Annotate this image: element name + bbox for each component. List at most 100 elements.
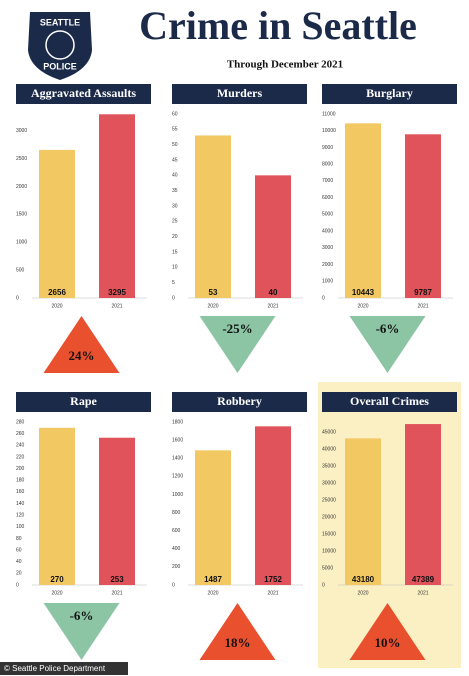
y-tick-label: 3000 [16,128,27,134]
change-label: -6% [70,608,94,623]
bar-value-label: 40 [269,288,278,297]
y-tick-label: 3000 [322,245,333,251]
x-tick-label: 2021 [111,303,122,309]
bar-value-label: 3295 [108,288,126,297]
y-tick-label: 4000 [322,228,333,234]
y-tick-label: 200 [16,466,25,472]
y-tick-label: 0 [322,295,325,301]
x-tick-label: 2020 [207,303,218,309]
x-tick-label: 2021 [267,303,278,309]
title-bar [172,84,307,104]
y-tick-label: 30000 [322,480,336,486]
y-tick-label: 120 [16,512,25,518]
page-subtitle: Through December 2021 [227,59,343,71]
chart-title: Rape [70,394,97,408]
bar-value-label: 53 [209,288,218,297]
y-tick-label: 220 [16,454,25,460]
y-tick-label: 80 [16,536,22,542]
bar-value-label: 2656 [48,288,66,297]
credit-bar [0,662,128,675]
change-label: 10% [375,635,401,650]
bar [195,135,231,298]
y-tick-label: 60 [16,547,22,553]
y-tick-label: 260 [16,431,25,437]
y-tick-label: 45 [172,157,178,163]
y-tick-label: 10000 [322,128,336,134]
y-tick-label: 1000 [322,279,333,285]
x-tick-label: 2020 [207,590,218,596]
bar-value-label: 9787 [414,288,432,297]
change-label: -6% [376,321,400,336]
y-tick-label: 1000 [172,492,183,498]
y-tick-label: 400 [172,546,181,552]
y-tick-label: 35000 [322,463,336,469]
y-tick-label: 0 [172,582,175,588]
bar [195,450,231,585]
y-tick-label: 800 [172,510,181,516]
change-triangle [199,603,276,660]
y-tick-label: 35 [172,188,178,194]
y-tick-label: 45000 [322,430,336,436]
y-tick-label: 40 [172,173,178,179]
y-tick-label: 0 [172,295,175,301]
chart-title: Murders [217,86,263,100]
y-tick-label: 160 [16,489,25,495]
y-tick-label: 180 [16,478,25,484]
y-tick-label: 1600 [172,437,183,443]
bar-value-label: 1752 [264,575,282,584]
chart-title: Burglary [366,86,413,100]
title-bar [16,392,151,412]
y-tick-label: 0 [322,582,325,588]
y-tick-label: 1500 [16,212,27,218]
y-tick-label: 20 [16,571,22,577]
x-tick-label: 2021 [267,590,278,596]
badge-top: SEATTLE [40,17,80,27]
bar [405,424,441,585]
x-tick-label: 2021 [111,590,122,596]
bar [405,134,441,298]
y-tick-label: 55 [172,127,178,133]
y-tick-label: 50 [172,142,178,148]
change-triangle [43,316,120,373]
bar-value-label: 10443 [352,288,375,297]
y-tick-label: 11000 [322,111,336,117]
bar [99,437,135,585]
y-tick-label: 25000 [322,497,336,503]
y-tick-label: 5000 [322,212,333,218]
change-label: 24% [69,348,95,363]
chart-title: Aggravated Assaults [31,86,136,100]
y-tick-label: 140 [16,501,25,507]
y-tick-label: 5000 [322,565,333,571]
y-tick-label: 5 [172,280,175,286]
y-tick-label: 2000 [322,262,333,268]
y-tick-label: 2000 [16,184,27,190]
y-tick-label: 15000 [322,531,336,537]
y-tick-label: 7000 [322,178,333,184]
y-tick-label: 1400 [172,456,183,462]
chart-title: Robbery [217,394,262,408]
charts: Aggravated Assaults050010001500200025003… [16,84,461,668]
change-label: 18% [225,635,251,650]
chart-title: Overall Crimes [350,394,429,408]
y-tick-label: 0 [16,295,19,301]
bar-value-label: 270 [50,575,64,584]
credit: © Seattle Police Department [4,664,106,673]
y-tick-label: 2500 [16,156,27,162]
change-triangle [349,603,426,660]
y-tick-label: 6000 [322,195,333,201]
change-triangle [43,603,120,660]
x-tick-label: 2020 [357,590,368,596]
x-tick-label: 2020 [51,590,62,596]
change-triangle [349,316,426,373]
badge-seal [45,30,75,60]
bar [255,175,291,298]
y-tick-label: 8000 [322,162,333,168]
change-triangle [199,316,276,373]
y-tick-label: 25 [172,219,178,225]
bar [255,426,291,585]
bar [39,149,75,298]
y-tick-label: 200 [172,564,181,570]
page-title: Crime in Seattle [139,3,417,48]
title-bar [322,84,457,104]
